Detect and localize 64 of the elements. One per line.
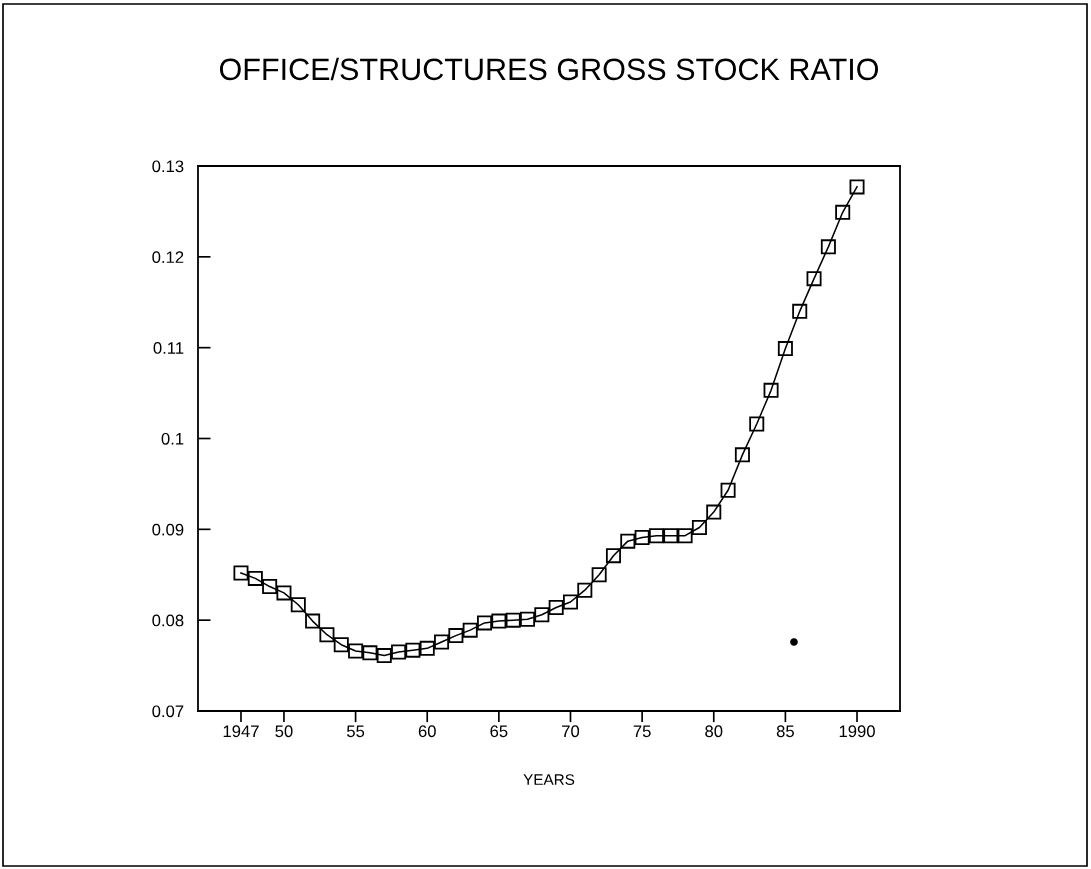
point <box>348 643 364 659</box>
point <box>720 482 736 498</box>
point <box>591 567 607 583</box>
point <box>663 528 679 544</box>
x-tick-label: 50 <box>275 725 293 738</box>
x-tick-label: 80 <box>705 725 723 738</box>
point <box>634 530 650 546</box>
x-tick-label: 70 <box>562 725 580 738</box>
point <box>319 627 335 643</box>
y-tick-label: 0.07 <box>152 705 184 718</box>
point <box>749 416 765 432</box>
y-tick-label: 0.1 <box>161 432 184 445</box>
y-tick-label: 0.09 <box>152 523 184 536</box>
point <box>290 597 306 613</box>
point <box>233 565 249 581</box>
point <box>419 640 435 656</box>
point <box>462 622 478 638</box>
point <box>792 303 808 319</box>
y-tick-label: 0.12 <box>152 251 184 264</box>
x-tick-label: 1947 <box>223 725 259 738</box>
y-tick-label: 0.11 <box>153 342 184 354</box>
point <box>534 607 550 623</box>
point <box>777 341 793 357</box>
point <box>849 179 865 195</box>
x-tick-label: 60 <box>418 725 436 738</box>
point <box>391 644 407 660</box>
point <box>763 382 779 398</box>
point <box>790 638 798 646</box>
y-tick-label: 0.13 <box>152 160 184 173</box>
x-axis-title: YEARS <box>523 774 575 785</box>
point <box>648 528 664 544</box>
chart-title: OFFICE/STRUCTURES GROSS STOCK RATIO <box>219 57 879 81</box>
x-tick-label: 55 <box>346 725 365 738</box>
x-tick-label: 75 <box>633 725 651 738</box>
point <box>734 447 750 463</box>
point <box>448 628 464 644</box>
point <box>262 579 278 595</box>
point <box>605 548 621 564</box>
point <box>806 271 822 287</box>
point <box>491 613 507 629</box>
point <box>677 528 693 544</box>
x-tick-label: 1990 <box>839 725 875 738</box>
point <box>835 204 851 220</box>
point <box>434 634 450 650</box>
point <box>333 637 349 653</box>
point <box>247 570 263 586</box>
point <box>620 533 636 549</box>
point <box>362 645 378 661</box>
x-tick-label: 85 <box>776 725 794 738</box>
point <box>691 520 707 536</box>
point <box>548 599 564 615</box>
point <box>577 582 593 598</box>
x-tick-label: 65 <box>490 725 508 738</box>
point <box>562 594 578 610</box>
point <box>505 612 521 628</box>
point <box>706 504 722 520</box>
point <box>276 585 292 601</box>
point <box>820 239 836 255</box>
point <box>477 615 493 631</box>
point <box>376 648 392 664</box>
point <box>305 613 321 629</box>
y-tick-label: 0.08 <box>152 614 184 627</box>
point <box>520 611 536 627</box>
point <box>405 642 421 658</box>
